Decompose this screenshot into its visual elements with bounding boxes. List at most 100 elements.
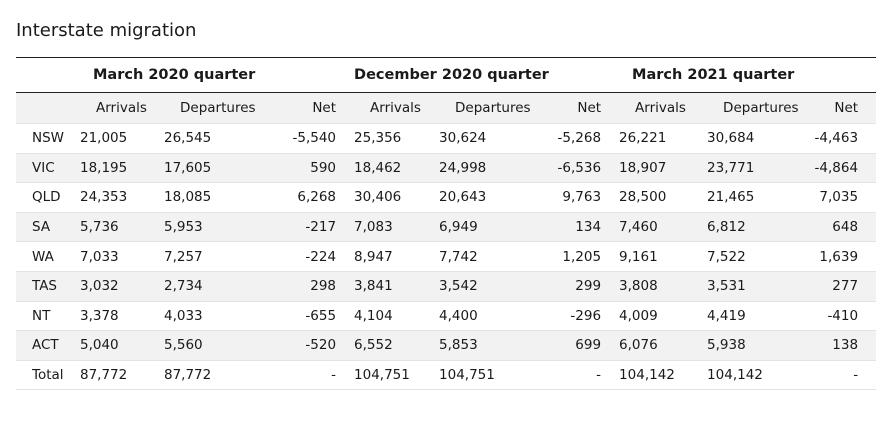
table-cell: 8,947 (354, 241, 440, 272)
column-header: Net (254, 92, 355, 124)
table-cell: 28,500 (619, 182, 708, 213)
table-cell: 134 (529, 212, 620, 243)
table-cell: 6,076 (619, 330, 708, 361)
table-cell: 26,221 (619, 123, 708, 154)
table-row: Total 87,772 87,772-104,751 104,751-104,142… (16, 360, 877, 391)
table-cell: -520 (254, 330, 355, 361)
table-cell: -410 (797, 301, 877, 332)
table-cell: 21,005 (80, 123, 164, 154)
table-row: QLD 24,353 18,085 6,268 30,406 20,643 9,763 28,… (16, 182, 877, 213)
table-cell: 23,771 (707, 153, 798, 184)
table-cell: 138 (797, 330, 877, 361)
table-cell: 18,195 (80, 153, 164, 184)
table-cell: - (797, 360, 877, 391)
table-cell: 7,742 (439, 241, 530, 272)
migration-table: March 2020 quarter December 2020 quarter… (16, 57, 877, 391)
table-row: ACT 5,040 5,560 -520 6,552 5,853 699 6,076 5,938… (16, 330, 877, 361)
table-cell: 6,949 (439, 212, 530, 243)
table-cell: 7,257 (164, 241, 254, 272)
table-cell: 298 (254, 271, 355, 302)
table-cell: 1,205 (529, 241, 620, 272)
row-label: Total (16, 360, 80, 391)
group-header-row: March 2020 quarter December 2020 quarter… (16, 57, 877, 93)
table-cell: 5,560 (164, 330, 254, 361)
table-cell: 104,751 (354, 360, 440, 391)
table-cell: -4,463 (797, 123, 877, 154)
table-cell: 4,400 (439, 301, 530, 332)
corner-cell (16, 57, 80, 93)
table-cell: - (254, 360, 355, 391)
table-cell: 7,035 (797, 182, 877, 213)
table-row: TAS 3,032 2,734 298 3,841 3,542 299 3,808 3,531 2… (16, 271, 877, 302)
table-cell: 5,853 (439, 330, 530, 361)
column-header: Departures (439, 92, 531, 124)
table-cell: 18,462 (354, 153, 440, 184)
table-row: NSW 21,005 26,545 -5,540 25,356 30,624 -5,268 2… (16, 123, 877, 154)
table-cell: 648 (797, 212, 877, 243)
table-cell: 26,545 (164, 123, 254, 154)
table-cell: 4,104 (354, 301, 440, 332)
table-cell: 4,419 (707, 301, 798, 332)
table-cell: 7,522 (707, 241, 798, 272)
table-row: SA 5,736 5,953 -217 7,083 6,949 134 7,460 6,812 6… (16, 212, 877, 243)
table-cell: 6,812 (707, 212, 798, 243)
table-cell: 24,353 (80, 182, 164, 213)
table-cell: -217 (254, 212, 355, 243)
table-cell: 3,841 (354, 271, 440, 302)
table-cell: 590 (254, 153, 355, 184)
table-cell: 1,639 (797, 241, 877, 272)
column-header: Net (529, 92, 620, 124)
column-header: Departures (164, 92, 256, 124)
table-cell: 5,736 (80, 212, 164, 243)
corner-cell (16, 92, 80, 124)
table-cell: -6,536 (529, 153, 620, 184)
table-cell: -4,864 (797, 153, 877, 184)
column-header: Net (797, 92, 877, 124)
column-header: Departures (707, 92, 799, 124)
column-header: Arrivals (354, 92, 440, 124)
table-cell: 7,460 (619, 212, 708, 243)
table-cell: 5,040 (80, 330, 164, 361)
table-cell: 21,465 (707, 182, 798, 213)
table-cell: 30,406 (354, 182, 440, 213)
table-cell: 30,624 (439, 123, 530, 154)
row-label: NT (16, 301, 80, 332)
table-row: VIC 18,195 17,605 590 18,462 24,998 -6,536 18,9… (16, 153, 877, 184)
group-header: March 2020 quarter (80, 57, 355, 93)
table-cell: -655 (254, 301, 355, 332)
table-cell: 18,085 (164, 182, 254, 213)
row-label: NSW (16, 123, 80, 154)
table-cell: 6,552 (354, 330, 440, 361)
table-cell: 30,684 (707, 123, 798, 154)
table-cell: 87,772 (164, 360, 254, 391)
column-header-row: Arrivals Departures Net Arrivals Departu… (16, 92, 877, 124)
table-row: WA 7,033 7,257 -224 8,947 7,742 1,205 9,161 7,52… (16, 241, 877, 272)
table-cell: 18,907 (619, 153, 708, 184)
table-cell: 9,763 (529, 182, 620, 213)
row-label: VIC (16, 153, 80, 184)
row-label: TAS (16, 271, 80, 302)
table-cell: 87,772 (80, 360, 164, 391)
table-cell: 3,531 (707, 271, 798, 302)
row-label: ACT (16, 330, 80, 361)
row-label: SA (16, 212, 80, 243)
table-cell: 699 (529, 330, 620, 361)
table-cell: 24,998 (439, 153, 530, 184)
table-cell: 17,605 (164, 153, 254, 184)
table-cell: -5,540 (254, 123, 355, 154)
table-row: NT 3,378 4,033 -655 4,104 4,400 -296 4,009 4,419… (16, 301, 877, 332)
row-label: QLD (16, 182, 80, 213)
group-header: March 2021 quarter (619, 57, 877, 93)
table-cell: 3,542 (439, 271, 530, 302)
table-cell: 277 (797, 271, 877, 302)
table-cell: - (529, 360, 620, 391)
table-cell: 5,953 (164, 212, 254, 243)
table-cell: 104,751 (439, 360, 530, 391)
table-cell: 3,378 (80, 301, 164, 332)
table-cell: 7,033 (80, 241, 164, 272)
table-cell: 6,268 (254, 182, 355, 213)
table-cell: 5,938 (707, 330, 798, 361)
row-label: WA (16, 241, 80, 272)
table-cell: 25,356 (354, 123, 440, 154)
column-header: Arrivals (80, 92, 164, 124)
